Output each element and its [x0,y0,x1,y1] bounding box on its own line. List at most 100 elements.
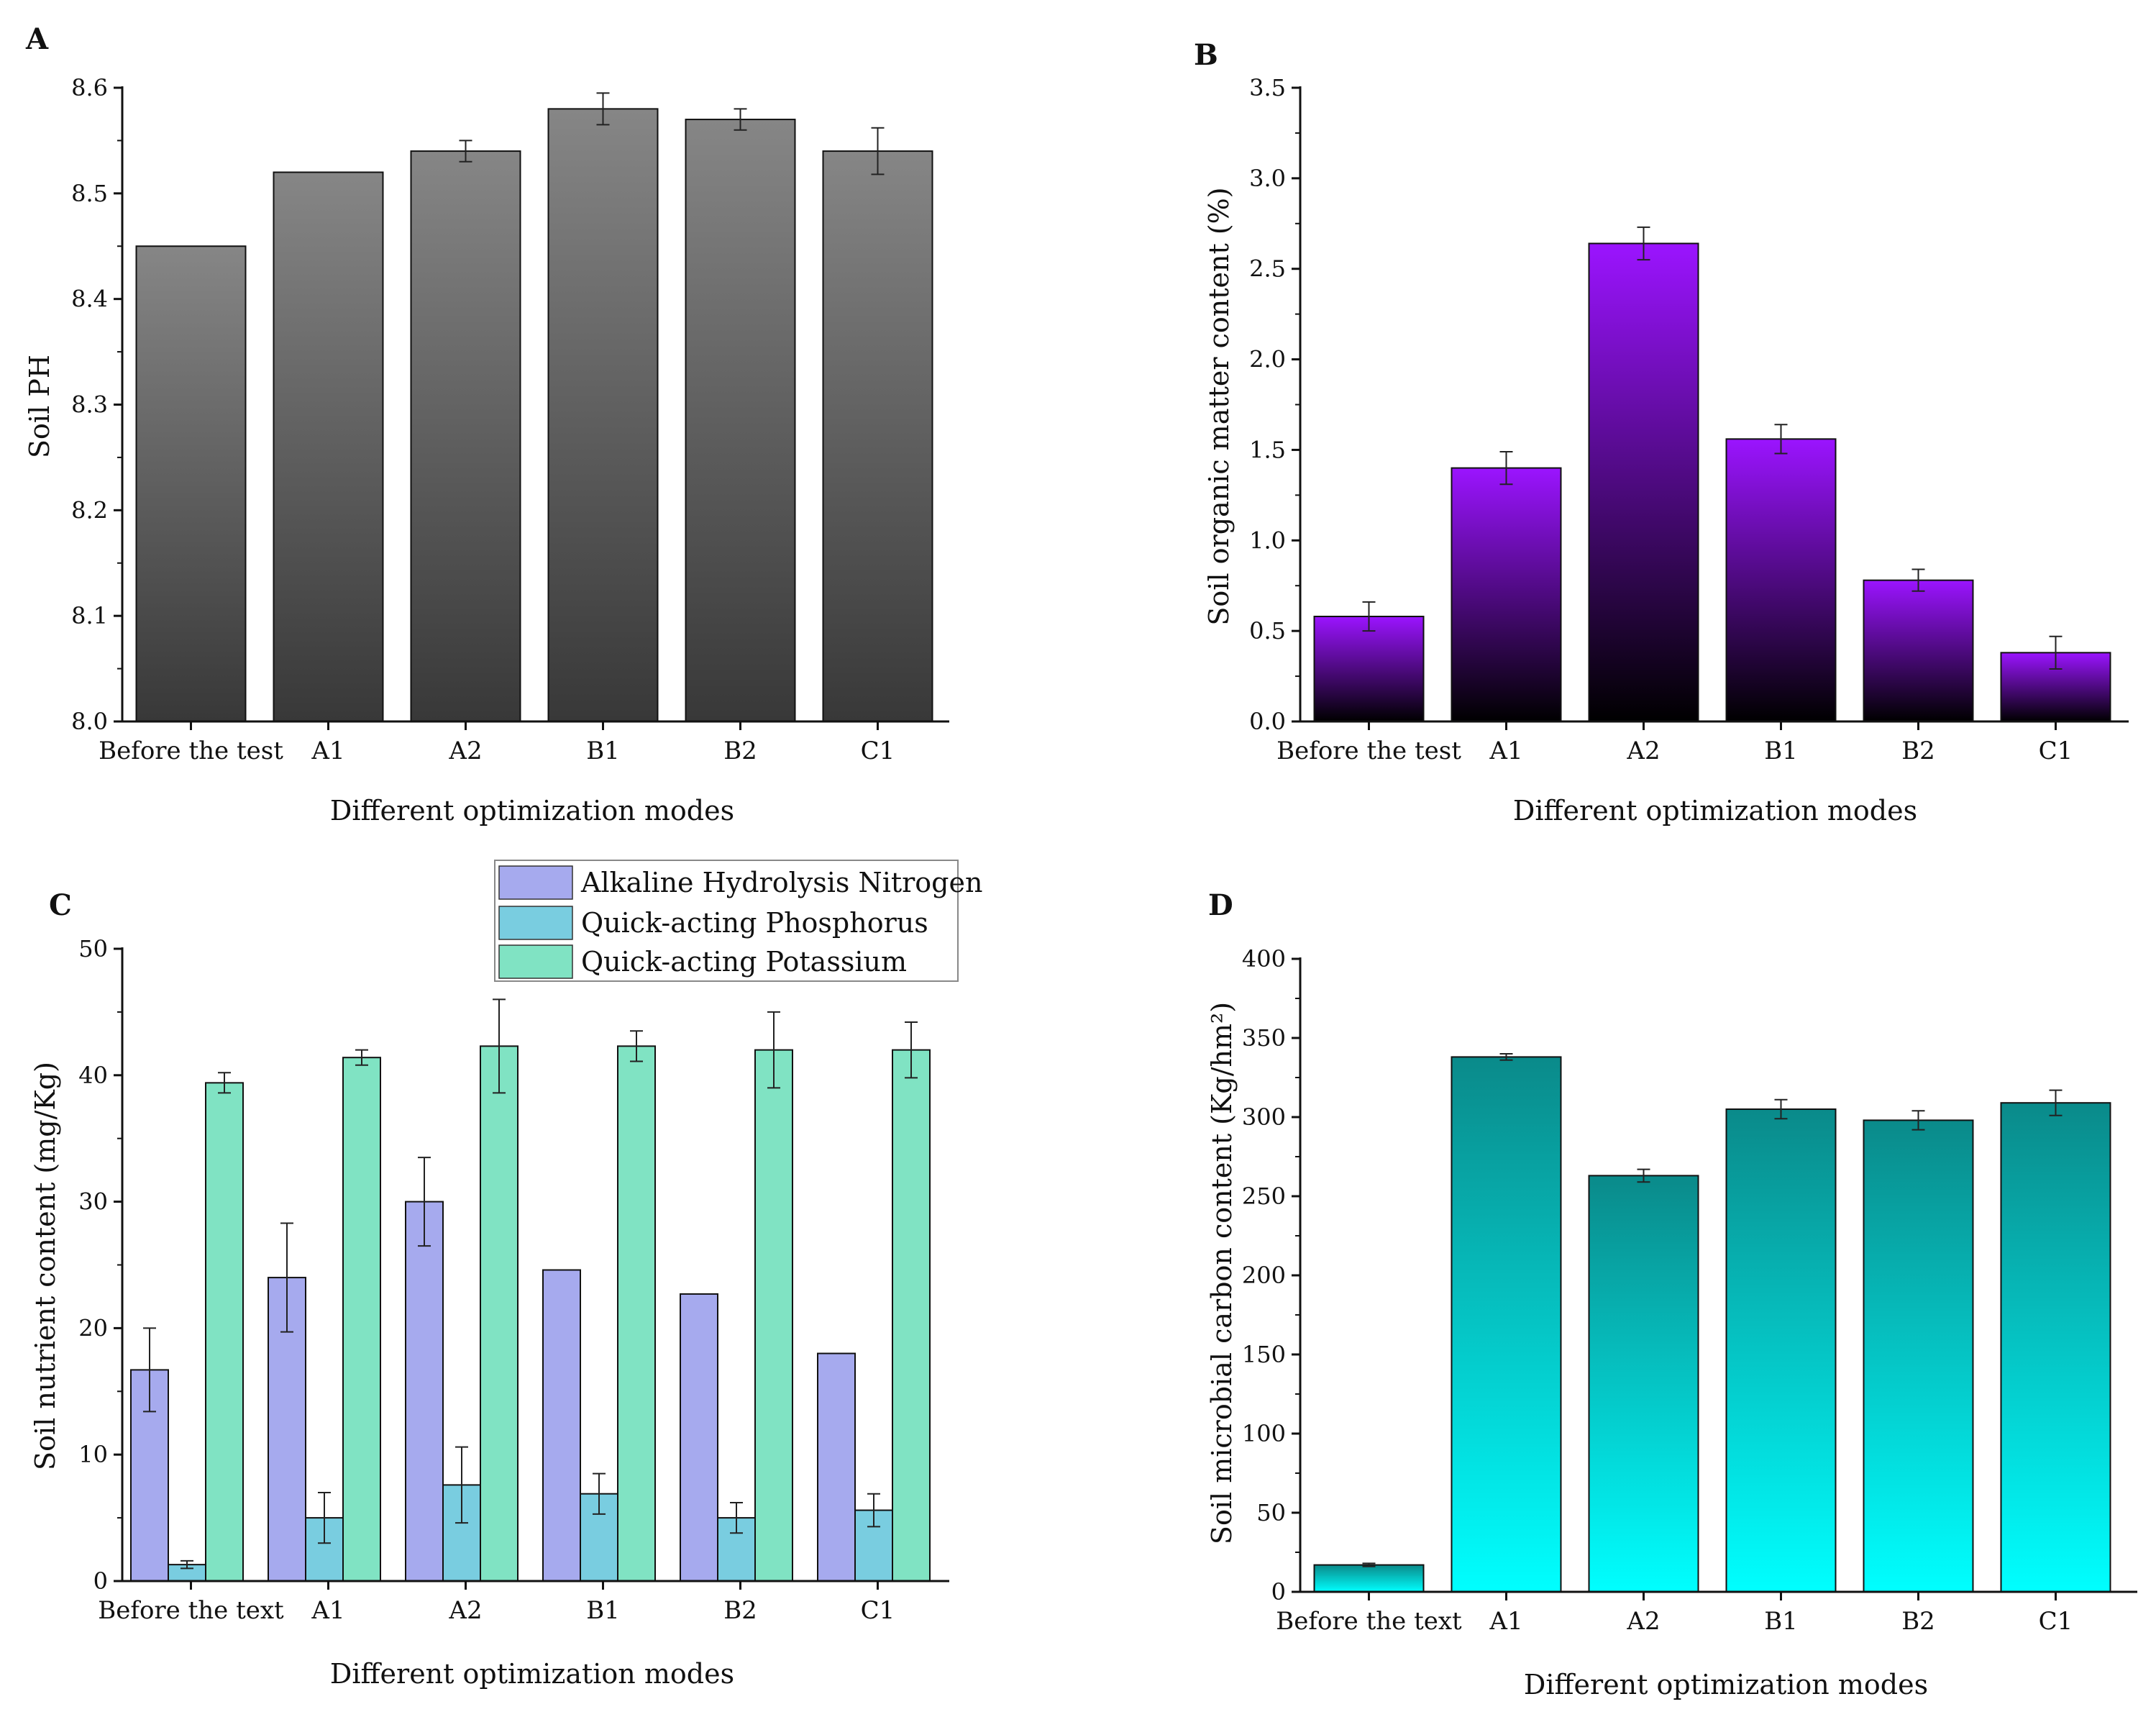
panel-c-xtick-label: B1 [586,1596,620,1625]
panel-a-xtick-label: A1 [311,737,344,765]
panel-b-letter: B [1194,38,1218,72]
panel-b-ytick-label: 2.5 [1249,255,1286,283]
panel-b-xtick-label: A1 [1489,737,1522,765]
panel-d-bar [1588,1175,1699,1593]
panel-a-bar [273,171,384,722]
panel-a-xtick-label: B1 [586,737,620,765]
panel-a-bar [685,119,796,723]
panel-a-ytick-label: 8.4 [71,286,108,313]
panel-c-bar [542,1269,581,1582]
panel-c-legend: Alkaline Hydrolysis Nitrogen Quick-actin… [494,860,982,982]
legend-label-nitrogen: Alkaline Hydrolysis Nitrogen [580,867,982,898]
panel-c-bar [480,1045,519,1582]
panel-d: D 0 50 100 150 200 250 300 350 400 Before the te… [1206,888,2137,1700]
panel-b-xtick-label: Before the test [1276,737,1461,765]
panel-d-ytick-label: 0 [1271,1578,1286,1606]
panel-a-ytick-label: 8.3 [71,391,108,419]
panel-b-bar [1313,616,1425,723]
panel-c-ytick-label: 10 [78,1441,108,1468]
panel-d-xtick-label: B2 [1901,1607,1935,1636]
panel-b-xtick-label: C1 [2039,737,2073,765]
panel-a-xlabel: Different optimization modes [330,795,734,826]
panel-d-xtick-label: B1 [1764,1607,1798,1636]
panel-a-letter: A [25,22,49,56]
panel-a-xtick-label: A2 [448,737,482,765]
panel-d-ytick-label: 150 [1242,1341,1286,1368]
panel-c-xtick-label: A1 [311,1596,344,1625]
panel-d-ylabel: Soil microbial carbon content (Kg/hm²) [1206,1002,1238,1544]
panel-a-xtick-label: Before the test [99,737,283,765]
panel-c-ytick-label: 20 [78,1314,108,1342]
panel-c-bar [892,1049,931,1582]
panel-c-bar [205,1082,244,1582]
panel-d-xtick-label: C1 [2039,1607,2073,1636]
panel-b-ytick-label: 1.5 [1249,436,1286,463]
panel-d-ytick-label: 250 [1242,1183,1286,1210]
panel-c-bar [680,1293,718,1582]
panel-b-bar [1725,438,1837,723]
panel-b-bar [1451,467,1562,722]
panel-d-letter: D [1208,888,1233,922]
panel-a-ylabel: Soil PH [24,355,55,458]
panel-d-ytick-label: 200 [1242,1262,1286,1289]
panel-b-xtick-label: B2 [1901,737,1935,765]
legend-label-phosphorus: Quick-acting Phosphorus [581,907,928,939]
panel-c-xtick-label: B2 [723,1596,757,1625]
panel-d-bar [1725,1108,1837,1593]
panel-a-bar [547,108,659,723]
panel-b-xtick-label: B1 [1764,737,1798,765]
panel-d-bar [2000,1102,2111,1593]
panel-b-bar [2000,652,2111,722]
panel-a-ytick-label: 8.2 [71,496,108,524]
panel-a-xtick-label: C1 [861,737,895,765]
panel-a-ytick-label: 8.6 [71,74,108,101]
panel-c-xtick-label: A2 [448,1596,482,1625]
panel-d-xtick-label: A2 [1626,1607,1660,1636]
panel-a: A 8.0 8.1 8.2 8.3 8.4 8.5 8.6 Before the test A… [24,22,949,826]
panel-b-ytick-label: 3.5 [1249,74,1286,101]
panel-b-xlabel: Different optimization modes [1513,795,1917,826]
panel-a-bar [135,245,247,722]
panel-b-xtick-label: A2 [1626,737,1660,765]
panel-c-bar [754,1049,793,1582]
panel-d-bar [1863,1119,1974,1593]
legend-swatch-phosphorus [498,906,573,940]
panel-a-xtick-label: B2 [723,737,757,765]
panel-a-ytick-label: 8.1 [71,602,108,629]
panel-c-xtick-label: C1 [861,1596,895,1625]
panel-b-ytick-label: 0.0 [1249,708,1286,735]
panel-b-bar [1863,579,1974,722]
panel-b-ylabel: Soil organic matter content (%) [1203,187,1235,625]
panel-a-bar [822,150,933,723]
panel-b: B 0.0 0.5 1.0 1.5 2.0 2.5 3.0 3.5 Before the te… [1194,38,2129,826]
panel-c-bar [617,1045,656,1582]
panel-c-bar [342,1057,381,1582]
panel-a-ytick-label: 8.5 [71,180,108,207]
panel-d-ytick-label: 50 [1256,1499,1286,1526]
panel-b-bar [1588,242,1699,722]
panel-c-ytick-label: 30 [78,1188,108,1216]
panel-b-ytick-label: 3.0 [1249,165,1286,192]
panel-b-ytick-label: 2.0 [1249,346,1286,373]
panel-b-ytick-label: 1.0 [1249,527,1286,554]
legend-label-potassium: Quick-acting Potassium [581,946,907,978]
panel-d-ytick-label: 400 [1242,945,1286,973]
panel-d-ytick-label: 350 [1242,1024,1286,1052]
panel-c-ytick-label: 50 [78,935,108,962]
panel-c-letter: C [49,888,72,922]
panel-d-ytick-label: 300 [1242,1103,1286,1131]
panel-b-ytick-label: 0.5 [1249,617,1286,645]
panel-d-xtick-label: Before the text [1276,1607,1462,1636]
panel-a-ytick-label: 8.0 [71,708,108,735]
panel-d-xlabel: Different optimization modes [1524,1669,1928,1700]
panel-c-ytick-label: 40 [78,1062,108,1089]
panel-d-xtick-label: A1 [1489,1607,1522,1636]
panel-c-xtick-label: Before the text [98,1596,284,1625]
panel-c-bar [817,1352,856,1582]
panel-c-ytick-label: 0 [93,1567,108,1595]
panel-a-bar [410,150,521,723]
panel-c-bar [405,1201,444,1582]
panel-d-ytick-label: 100 [1242,1420,1286,1447]
